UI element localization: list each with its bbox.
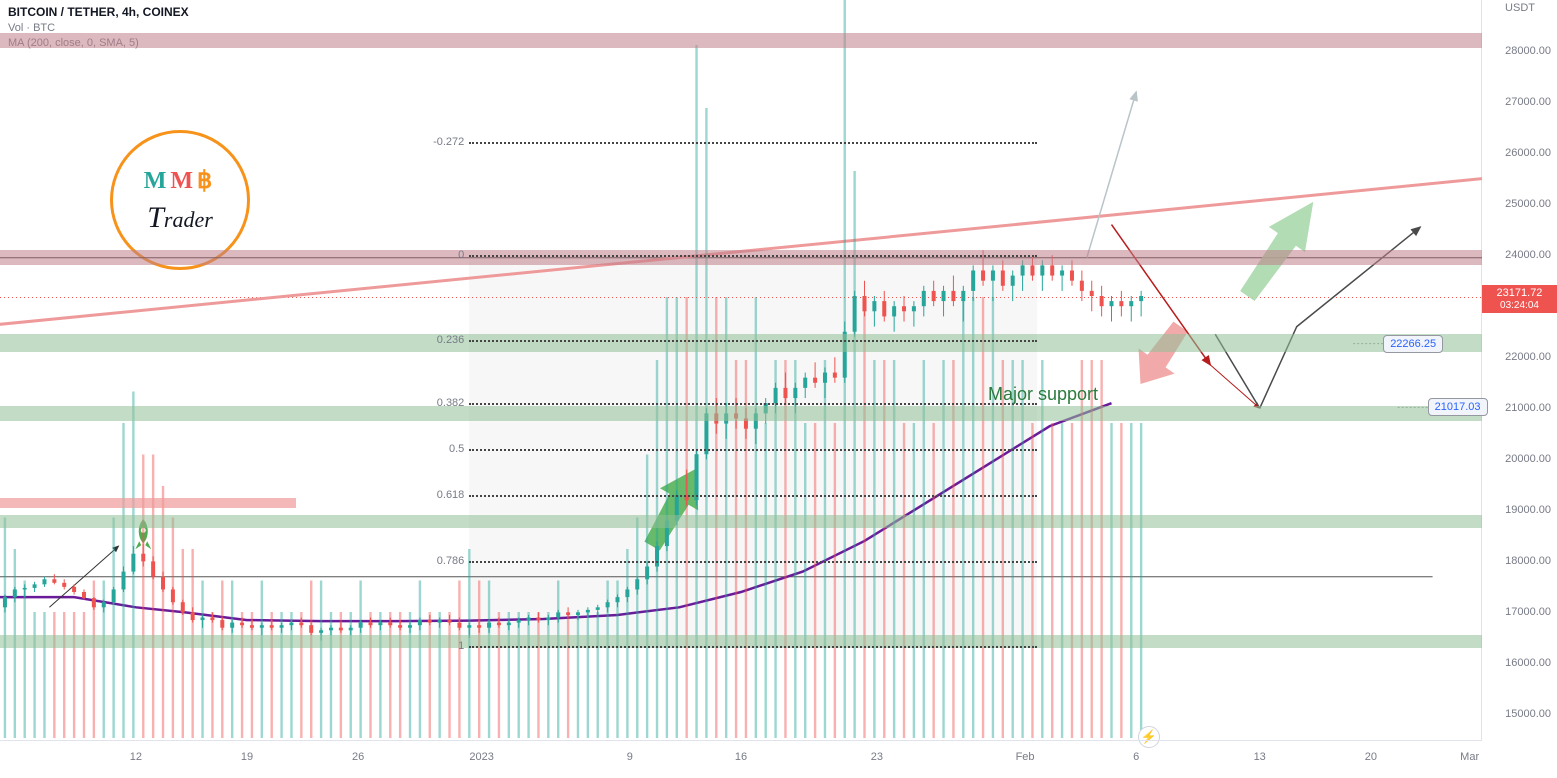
axis-unit: USDT [1505, 2, 1535, 14]
fib-level-label: 0.236 [419, 334, 464, 346]
price-zone [0, 334, 1482, 352]
x-tick: 20 [1365, 751, 1377, 763]
price-callout: 21017.03 [1428, 398, 1488, 416]
x-tick: 19 [241, 751, 253, 763]
fib-level-line [469, 495, 1037, 497]
y-tick: 18000.00 [1505, 555, 1551, 567]
y-tick: 20000.00 [1505, 453, 1551, 465]
x-tick: 23 [871, 751, 883, 763]
fib-level-line [469, 561, 1037, 563]
y-tick: 25000.00 [1505, 198, 1551, 210]
current-price-label: 23171.7203:24:04 [1482, 285, 1557, 312]
fib-level-label: 0.5 [419, 443, 464, 455]
fib-level-line [469, 255, 1037, 257]
y-axis: USDT 28000.00 27000.00 26000.00 25000.00 240… [1482, 0, 1557, 740]
y-tick: 27000.00 [1505, 96, 1551, 108]
fib-level-line [469, 449, 1037, 451]
major-support-label: Major support [988, 384, 1098, 405]
chart-area[interactable]: BITCOIN / TETHER, 4h, COINEX Vol · BTC M… [0, 0, 1482, 740]
x-axis: 12 19 26 2023 9 16 23 Feb 6 13 20 Mar [0, 740, 1482, 778]
chart-svg [0, 0, 1482, 740]
price-zone [0, 498, 296, 508]
fib-level-line [469, 403, 1037, 405]
fib-level-label: 0.382 [419, 397, 464, 409]
fib-level-line [469, 340, 1037, 342]
symbol-title: BITCOIN / TETHER, 4h, COINEX [8, 5, 189, 19]
price-zone [0, 515, 1482, 528]
fib-level-line [469, 646, 1037, 648]
price-callout: 22266.25 [1383, 335, 1443, 353]
fib-level-label: 0.618 [419, 489, 464, 501]
price-zone [0, 33, 1482, 48]
y-tick: 17000.00 [1505, 606, 1551, 618]
x-tick: 9 [627, 751, 633, 763]
y-tick: 16000.00 [1505, 657, 1551, 669]
fib-level-label: -0.272 [419, 136, 464, 148]
fib-level-label: 1 [419, 640, 464, 652]
x-tick: 2023 [469, 751, 493, 763]
x-tick: 13 [1254, 751, 1266, 763]
x-tick: Feb [1016, 751, 1035, 763]
fib-level-label: 0.786 [419, 555, 464, 567]
y-tick: 21000.00 [1505, 402, 1551, 414]
y-tick: 28000.00 [1505, 45, 1551, 57]
x-tick: Mar [1460, 751, 1479, 763]
y-tick: 24000.00 [1505, 249, 1551, 261]
x-tick: 6 [1133, 751, 1139, 763]
x-tick: 26 [352, 751, 364, 763]
fib-level-label: 0 [419, 249, 464, 261]
y-tick: 19000.00 [1505, 504, 1551, 516]
y-tick: 15000.00 [1505, 708, 1551, 720]
y-tick: 26000.00 [1505, 147, 1551, 159]
price-zone [0, 250, 1482, 265]
price-zone [0, 406, 1482, 421]
fib-level-line [469, 142, 1037, 144]
y-tick: 22000.00 [1505, 351, 1551, 363]
watermark-logo: MM฿ Trader [110, 130, 250, 270]
x-tick: 12 [130, 751, 142, 763]
x-tick: 16 [735, 751, 747, 763]
